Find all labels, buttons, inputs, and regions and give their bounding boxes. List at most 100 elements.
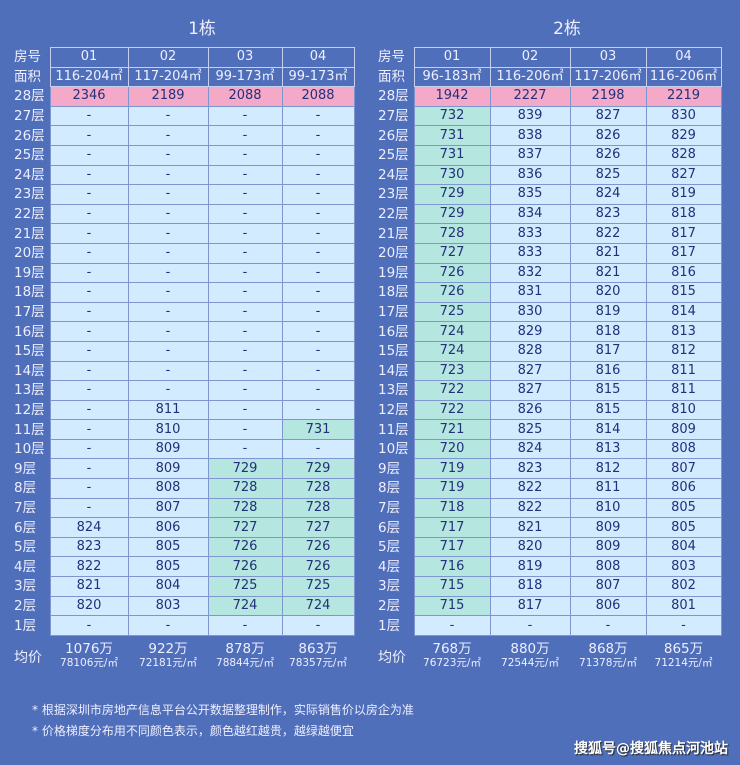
price-cell: 823 (49, 536, 129, 558)
price-cell: - (207, 438, 283, 460)
price-cell: - (49, 399, 129, 421)
price-cell: - (49, 262, 129, 284)
avg-unit-price: 72544元/㎡ (501, 657, 559, 669)
price-cell: - (207, 282, 283, 303)
price-cell: - (49, 203, 129, 225)
price-cell: 719 (413, 458, 491, 480)
price-cell: 826 (569, 144, 647, 166)
avg-unit-price: 72181元/㎡ (139, 657, 197, 669)
price-cell: - (127, 184, 209, 205)
price-cell: 816 (645, 262, 722, 284)
price-cell: - (127, 164, 209, 186)
price-cell: 99-173㎡ (281, 66, 355, 88)
price-cell: 811 (645, 360, 722, 382)
avg-label: 均价 (14, 650, 42, 666)
price-cell: 827 (489, 360, 571, 382)
price-cell: - (127, 125, 209, 146)
price-cell: - (207, 399, 283, 421)
row-label: 14层 (378, 362, 409, 379)
price-cell: 02 (127, 47, 209, 68)
price-cell: - (207, 321, 283, 342)
price-cell: 2227 (489, 86, 571, 107)
price-cell: 803 (127, 595, 209, 617)
price-cell: 731 (413, 144, 491, 166)
floor-row: 9层 719 823 812 807 (378, 458, 722, 480)
price-cell: 728 (413, 223, 491, 244)
avg-unit-price: 78844元/㎡ (216, 657, 274, 669)
floor-row: 11层 -810-731 (14, 419, 355, 440)
price-cell: - (281, 223, 355, 244)
price-cell: 727 (413, 242, 491, 264)
price-cell: - (281, 380, 355, 401)
floor-row: 27层 - - - - (14, 105, 355, 127)
row-label: 11层 (14, 421, 45, 438)
row-label: 28层 (14, 88, 45, 105)
price-cell: 724 (413, 340, 491, 362)
price-cell: - (127, 262, 209, 284)
floor-row: 15层 - - - - (14, 340, 355, 362)
avg-unit-price: 78357元/㎡ (289, 657, 347, 669)
price-cell: 01 (49, 47, 129, 68)
price-cell: 809 (645, 419, 722, 440)
floor-row: 8层 719 822 811 806 (378, 478, 722, 499)
price-cell: - (207, 242, 283, 264)
floor-row: 21层 - - - - (14, 223, 355, 244)
average-price-row: 均价 768万 76723元/㎡ 880万 72544元/㎡ 868万 71378元/㎡ 86… (378, 637, 721, 670)
floor-row: 8层 -808 728 728 (14, 478, 355, 499)
row-label: 27层 (378, 108, 409, 125)
row-label: 13层 (14, 382, 45, 399)
price-cell: 820 (569, 282, 647, 303)
price-cell: - (127, 380, 209, 401)
price-cell: 116-204㎡ (49, 66, 129, 88)
price-cell: - (49, 419, 129, 440)
row-label: 6层 (378, 519, 401, 536)
price-cell: 731 (281, 419, 355, 440)
price-cell: 824 (49, 517, 129, 538)
price-cell: - (207, 125, 283, 146)
area-row: 面积 96-183㎡ 116-206㎡ 117-206㎡ 116-206㎡ (378, 66, 722, 88)
floor-row: 23层 729 835 824 819 (378, 184, 722, 205)
row-label: 9层 (14, 460, 37, 477)
price-cell: - (281, 438, 355, 460)
price-cell: 726 (281, 536, 355, 558)
price-cell: 03 (569, 47, 647, 68)
price-cell: 728 (207, 497, 283, 519)
price-cell: - (281, 242, 355, 264)
avg-cell: 1076万 78106元/㎡ (50, 637, 128, 670)
price-cell: 838 (489, 125, 571, 146)
floor-row-top: 28层 2346 2189 2088 2088 (14, 86, 355, 107)
price-cell: 817 (489, 595, 571, 617)
row-label: 25层 (14, 147, 45, 164)
price-cell: 724 (207, 595, 283, 617)
avg-label: 均价 (378, 650, 406, 666)
floor-row: 5层 717 820 809 804 (378, 536, 722, 558)
price-cell: 837 (489, 144, 571, 166)
row-label: 1层 (378, 617, 401, 634)
floor-row: 25层 731 837 826 828 (378, 144, 722, 166)
avg-cell: 863万 78357元/㎡ (282, 637, 354, 670)
price-cell: - (489, 615, 571, 636)
price-cell: - (127, 203, 209, 225)
price-cell: 805 (645, 517, 722, 538)
price-cell: 813 (569, 438, 647, 460)
price-cell: 722 (413, 380, 491, 401)
price-cell: 808 (569, 556, 647, 578)
price-cell: 819 (569, 301, 647, 323)
floor-row: 27层 732 839 827 830 (378, 105, 722, 127)
price-cell: 810 (569, 497, 647, 519)
price-cell: 822 (489, 497, 571, 519)
floor-row: 18层 - - - - (14, 282, 355, 303)
price-cell: 814 (645, 301, 722, 323)
price-cell: 836 (489, 164, 571, 186)
price-cell: 821 (569, 242, 647, 264)
price-cell: 807 (569, 576, 647, 597)
price-cell: 812 (569, 458, 647, 480)
price-cell: 822 (49, 556, 129, 578)
price-cell: 810 (645, 399, 722, 421)
price-cell: 820 (489, 536, 571, 558)
floor-row: 7层 718 822 810 805 (378, 497, 722, 519)
row-label: 18层 (378, 284, 409, 301)
row-label: 27层 (14, 108, 45, 125)
price-cell: - (281, 164, 355, 186)
price-cell: 99-173㎡ (207, 66, 283, 88)
